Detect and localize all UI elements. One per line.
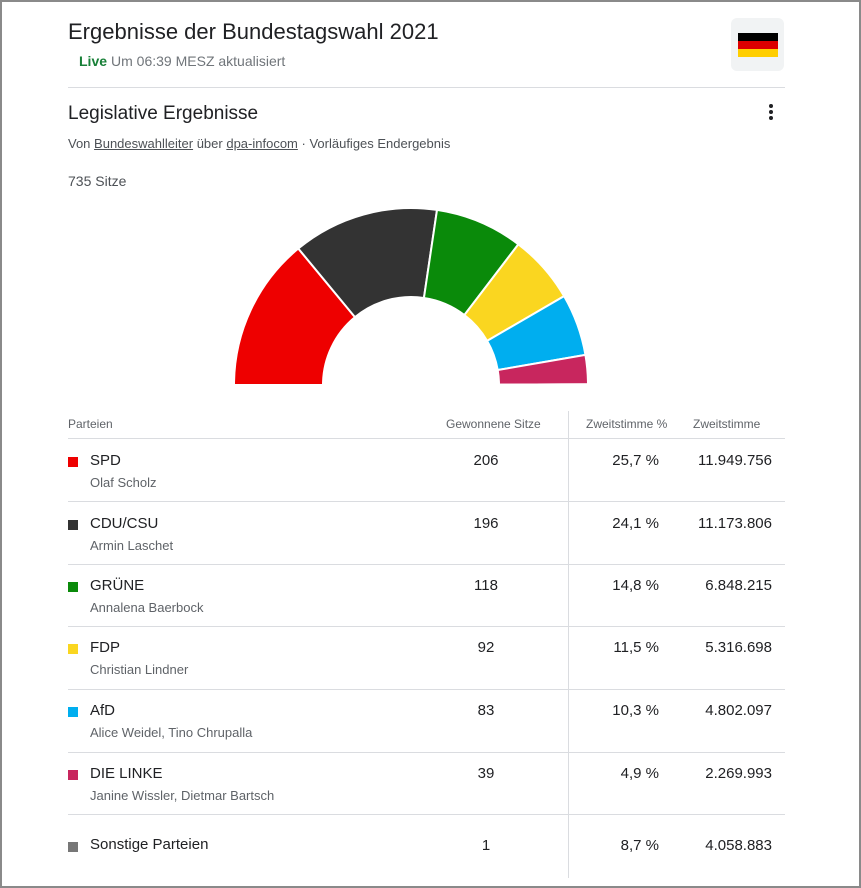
row-divider bbox=[68, 564, 785, 565]
party-name: CDU/CSU bbox=[90, 515, 159, 532]
header-votes: Zweitstimme bbox=[693, 417, 761, 431]
table-row[interactable]: AfD Alice Weidel, Tino Chrupalla 83 10,3… bbox=[66, 690, 786, 752]
seats-value: 196 bbox=[473, 515, 499, 532]
party-color-swatch bbox=[68, 707, 78, 717]
header-divider bbox=[68, 87, 785, 88]
party-leader: Christian Lindner bbox=[90, 662, 189, 677]
germany-flag-icon bbox=[738, 33, 778, 57]
source-mid: über bbox=[196, 136, 223, 151]
row-divider bbox=[68, 814, 785, 815]
vote-count: 6.848.215 bbox=[705, 577, 772, 594]
table-row[interactable]: CDU/CSU Armin Laschet 196 24,1 % 11.173.… bbox=[66, 502, 786, 564]
party-color-swatch bbox=[68, 842, 78, 852]
dpa-infocom-link[interactable]: dpa-infocom bbox=[226, 136, 298, 151]
party-color-swatch bbox=[68, 520, 78, 530]
section-title: Legislative Ergebnisse bbox=[68, 103, 259, 124]
flag-stripe-black bbox=[738, 33, 778, 41]
party-leader: Janine Wissler, Dietmar Bartsch bbox=[90, 788, 275, 803]
seats-value: 39 bbox=[477, 765, 495, 782]
seats-value: 1 bbox=[481, 837, 491, 854]
updated-time: Um 06:39 MESZ aktualisiert bbox=[111, 53, 286, 69]
table-row[interactable]: DIE LINKE Janine Wissler, Dietmar Bartsc… bbox=[66, 753, 786, 814]
table-row[interactable]: FDP Christian Lindner 92 11,5 % 5.316.69… bbox=[66, 627, 786, 689]
page-title: Ergebnisse der Bundestagswahl 2021 bbox=[68, 19, 439, 44]
germany-flag-button[interactable] bbox=[731, 18, 784, 71]
flag-stripe-gold bbox=[738, 49, 778, 57]
bundeswahlleiter-link[interactable]: Bundeswahlleiter bbox=[94, 136, 194, 151]
table-header-divider bbox=[68, 438, 785, 439]
row-divider bbox=[68, 626, 785, 627]
vote-percent: 11,5 % bbox=[613, 639, 659, 656]
header-party: Parteien bbox=[68, 417, 113, 431]
party-leader: Armin Laschet bbox=[90, 538, 174, 553]
chart-slice-spd bbox=[232, 247, 357, 386]
seats-total: 735 Sitze bbox=[68, 173, 127, 189]
row-divider bbox=[68, 752, 785, 753]
seats-value: 118 bbox=[474, 577, 498, 594]
party-name: AfD bbox=[90, 702, 116, 719]
column-divider bbox=[568, 411, 569, 878]
table-row[interactable]: GRÜNE Annalena Baerbock 118 14,8 % 6.848… bbox=[66, 565, 786, 626]
source-prefix: Von bbox=[68, 136, 91, 151]
seats-value: 206 bbox=[473, 452, 499, 469]
vote-count: 4.802.097 bbox=[705, 702, 772, 719]
table-row[interactable]: Sonstige Parteien 1 8,7 % 4.058.883 bbox=[66, 815, 786, 875]
flag-stripe-red bbox=[738, 41, 778, 49]
seat-distribution-chart bbox=[232, 207, 590, 386]
vote-percent: 4,9 % bbox=[620, 765, 659, 782]
party-name: FDP bbox=[90, 639, 120, 656]
chart-slice-sonstige-parteien bbox=[497, 383, 590, 386]
vote-percent: 14,8 % bbox=[612, 577, 659, 594]
party-leader: Annalena Baerbock bbox=[90, 600, 204, 615]
party-leader: Alice Weidel, Tino Chrupalla bbox=[90, 725, 253, 740]
vote-count: 11.949.756 bbox=[698, 452, 772, 469]
source-suffix: · Vorläufiges Endergebnis bbox=[301, 136, 451, 151]
party-color-swatch bbox=[68, 770, 78, 780]
vote-count: 2.269.993 bbox=[705, 765, 772, 782]
vote-percent: 25,7 % bbox=[612, 452, 659, 469]
vote-count: 4.058.883 bbox=[705, 837, 772, 854]
vote-percent: 8,7 % bbox=[620, 837, 659, 854]
seats-value: 83 bbox=[477, 702, 495, 719]
vote-percent: 10,3 % bbox=[612, 702, 659, 719]
seats-value: 92 bbox=[477, 639, 495, 656]
party-name: GRÜNE bbox=[90, 577, 145, 594]
row-divider bbox=[68, 689, 785, 690]
party-name: DIE LINKE bbox=[90, 765, 163, 782]
header-pct: Zweitstimme % bbox=[586, 417, 668, 431]
live-badge: Live bbox=[79, 53, 108, 69]
row-divider bbox=[68, 501, 785, 502]
header-seats: Gewonnene Sitze bbox=[446, 417, 541, 431]
party-color-swatch bbox=[68, 582, 78, 592]
vote-count: 11.173.806 bbox=[698, 515, 772, 532]
party-name: Sonstige Parteien bbox=[90, 836, 209, 853]
party-leader: Olaf Scholz bbox=[90, 475, 157, 490]
party-color-swatch bbox=[68, 644, 78, 654]
party-color-swatch bbox=[68, 457, 78, 467]
vote-percent: 24,1 % bbox=[612, 515, 659, 532]
source-line: Von Bundeswahlleiter über dpa-infocom · … bbox=[68, 136, 450, 151]
party-name: SPD bbox=[90, 452, 121, 469]
vote-count: 5.316.698 bbox=[705, 639, 772, 656]
table-header: Parteien Gewonnene Sitze Zweitstimme % Z… bbox=[66, 409, 786, 439]
update-status: Live Um 06:39 MESZ aktualisiert bbox=[79, 53, 285, 69]
more-vert-icon[interactable] bbox=[763, 104, 779, 124]
table-row[interactable]: SPD Olaf Scholz 206 25,7 % 11.949.756 bbox=[66, 439, 786, 501]
